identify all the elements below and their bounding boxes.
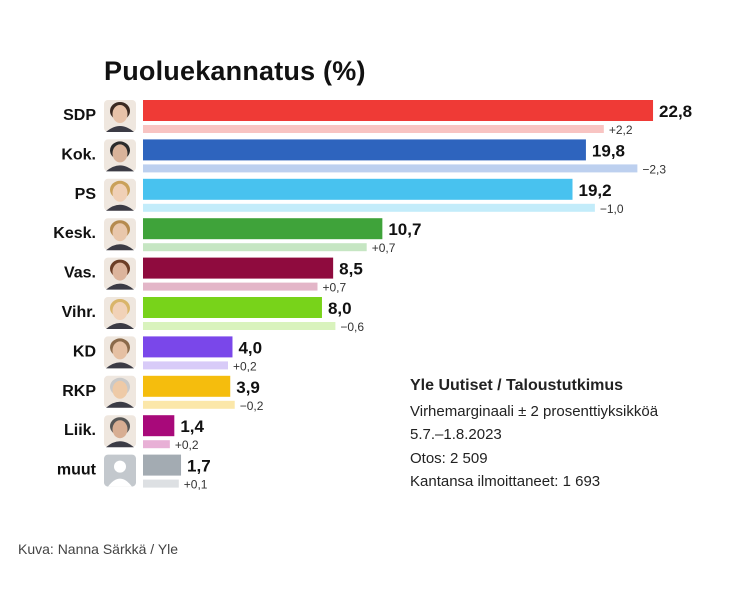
change-label: −1,0 [600, 202, 624, 216]
survey-period: 5.7.–1.8.2023 [410, 426, 502, 443]
change-label: −0,2 [240, 399, 264, 413]
avatar-head-icon [114, 460, 126, 473]
support-bar [143, 178, 573, 200]
previous-support-bar [143, 203, 595, 212]
support-bar [143, 139, 586, 161]
error-margin: Virhemarginaali ± 2 prosenttiyksikköä [410, 402, 659, 420]
portrait-face [112, 183, 128, 202]
support-bar [143, 257, 334, 279]
portrait-shoulders [106, 126, 134, 132]
portrait-shoulders [106, 165, 134, 172]
portrait-shoulders [106, 401, 134, 408]
portrait-shoulders [106, 244, 134, 251]
change-label: +0,2 [233, 359, 257, 373]
previous-support-bar [143, 125, 604, 133]
value-label: 3,9 [236, 378, 260, 397]
change-label: +0,2 [175, 438, 199, 452]
support-bar [143, 454, 182, 476]
portrait-shoulders [106, 441, 134, 448]
bar-chart: SDP 22,8 +2,2 Kok. 19,8 −2,3 PS 19,2 −1,0 Kesk. 10… [53, 100, 692, 492]
value-label: 19,2 [579, 181, 612, 200]
previous-support-bar [143, 361, 229, 370]
support-bar [143, 218, 383, 240]
previous-support-bar [143, 164, 638, 173]
avatar-body-icon [108, 478, 132, 487]
portrait-face [112, 144, 128, 163]
change-label: +2,2 [609, 123, 633, 137]
previous-support-bar [143, 243, 367, 252]
change-label: −0,6 [340, 320, 364, 334]
portrait-shoulders [106, 362, 134, 369]
sample-size: Otos: 2 509 [410, 449, 488, 467]
party-label: KD [73, 343, 96, 360]
party-label: muut [57, 462, 97, 479]
photo-credit: Kuva: Nanna Särkkä / Yle [18, 541, 179, 557]
party-label: Vihr. [62, 304, 96, 321]
party-label: RKP [62, 383, 96, 400]
portrait-shoulders [106, 283, 134, 290]
portrait-shoulders [106, 204, 134, 211]
support-bar [143, 336, 233, 358]
party-label: SDP [63, 107, 96, 124]
chart-title: Puoluekannatus (%) [104, 56, 366, 86]
portrait-face [112, 223, 128, 242]
value-label: 8,0 [328, 299, 352, 318]
portrait-face [112, 420, 128, 439]
portrait-shoulders [106, 323, 134, 329]
change-label: −2,3 [642, 162, 666, 176]
party-label: PS [75, 186, 97, 203]
value-label: 19,8 [592, 141, 625, 160]
previous-support-bar [143, 479, 179, 488]
previous-support-bar [143, 400, 235, 409]
party-label: Kesk. [53, 225, 96, 242]
change-label: +0,1 [184, 478, 208, 492]
support-bar [143, 375, 231, 397]
portrait-face [112, 380, 128, 399]
previous-support-bar [143, 440, 170, 449]
change-label: +0,7 [322, 281, 346, 295]
party-label: Liik. [64, 422, 96, 439]
value-label: 1,7 [187, 457, 211, 476]
portrait-face [112, 262, 128, 281]
portrait-face [112, 341, 128, 360]
change-label: +0,7 [372, 241, 396, 255]
survey-info: Yle Uutiset / Taloustutkimus Virhemargin… [410, 374, 658, 494]
previous-support-bar [143, 282, 318, 291]
support-bar [143, 100, 654, 121]
value-label: 10,7 [388, 220, 421, 239]
survey-source: Yle Uutiset / Taloustutkimus [410, 377, 624, 394]
support-bar [143, 297, 322, 318]
previous-support-bar [143, 322, 336, 330]
support-bar [143, 415, 175, 437]
value-label: 22,8 [659, 102, 692, 121]
party-label: Vas. [64, 265, 96, 282]
value-label: 8,5 [339, 260, 363, 279]
value-label: 1,4 [180, 417, 204, 436]
respondents-count: Kantansa ilmoittaneet: 1 693 [410, 473, 601, 490]
portrait-face [112, 302, 128, 320]
party-label: Kok. [61, 146, 96, 163]
portrait-face [112, 105, 128, 123]
value-label: 4,0 [238, 338, 262, 357]
